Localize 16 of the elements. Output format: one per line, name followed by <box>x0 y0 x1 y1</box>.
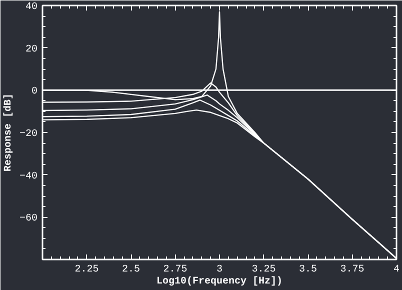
y-tick-label: 0 <box>32 86 38 98</box>
x-tick-label: 3.75 <box>340 264 364 276</box>
y-tick-label: 40 <box>26 2 38 13</box>
y-tick-label: −60 <box>19 214 38 225</box>
x-tick-label: 2.5 <box>122 264 140 276</box>
x-tick-label: 4 <box>394 264 400 276</box>
y-tick-label: −40 <box>19 171 38 182</box>
y-tick-label: 20 <box>26 44 38 56</box>
y-axis-title: Response [dB] <box>2 93 14 172</box>
x-tick-label: 2.25 <box>74 264 99 276</box>
x-tick-label: 2.75 <box>163 264 188 276</box>
x-tick-label: 3.25 <box>252 264 276 276</box>
y-tick-label: −20 <box>19 129 38 140</box>
x-axis-title: Log10(Frequency [Hz]) <box>156 276 283 288</box>
x-tick-label: 3 <box>216 264 223 276</box>
x-tick-label: 3.5 <box>299 264 318 276</box>
